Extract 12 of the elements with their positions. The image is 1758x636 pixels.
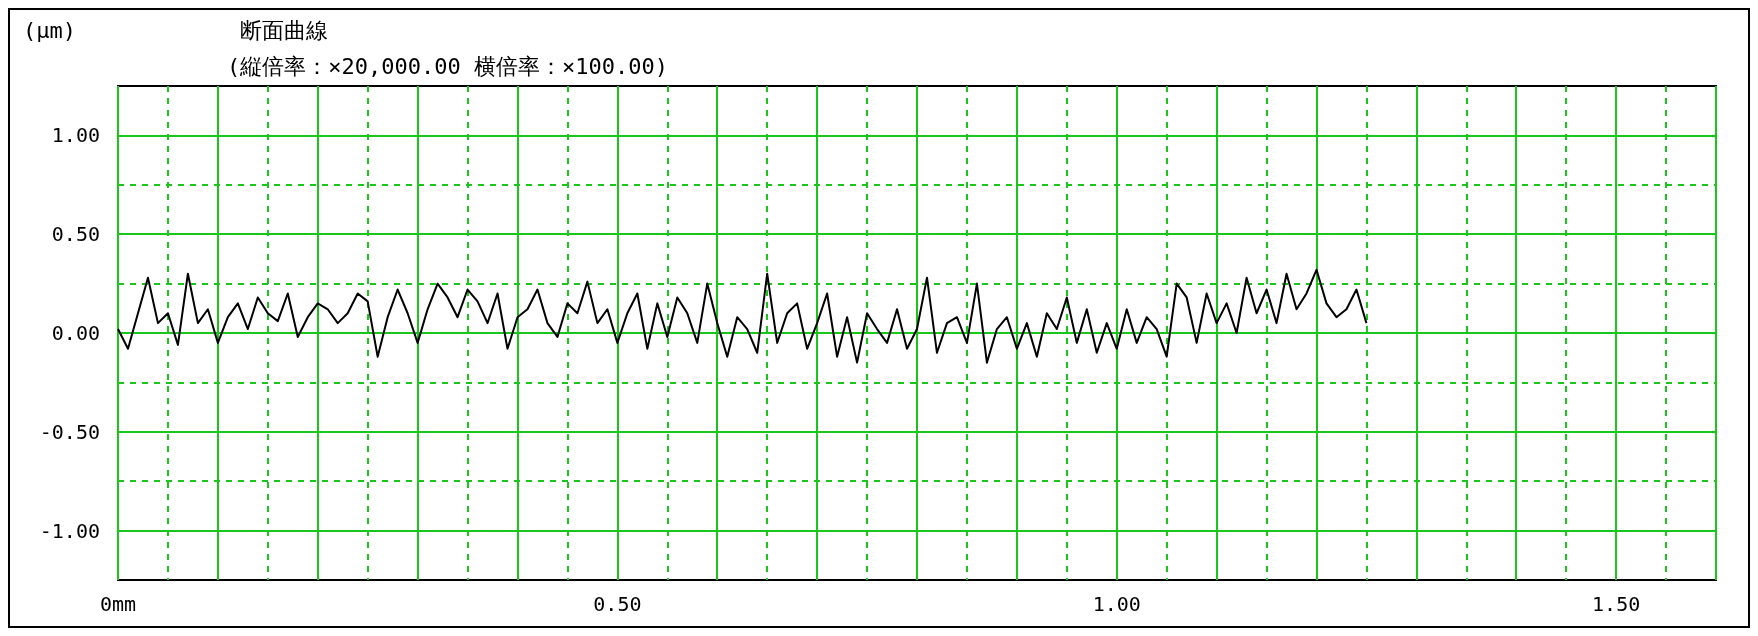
y-tick-label: 0.00 [51, 321, 100, 345]
x-tick-label: 1.00 [1092, 592, 1141, 616]
x-tick-label: 0mm [99, 592, 137, 616]
x-tick-label: 1.50 [1592, 592, 1641, 616]
chart-title: 断面曲線 [240, 17, 328, 43]
x-tick-label: 0.50 [593, 592, 642, 616]
y-tick-label: 1.00 [51, 123, 100, 148]
y-tick-label: 0.50 [51, 222, 100, 247]
y-axis-title: (μm) [23, 17, 76, 43]
y-tick-label: -0.50 [39, 419, 100, 444]
y-tick-label: -1.00 [39, 518, 100, 543]
chart-subtitle: (縦倍率：×20,000.00 横倍率：×100.00) [227, 53, 668, 79]
